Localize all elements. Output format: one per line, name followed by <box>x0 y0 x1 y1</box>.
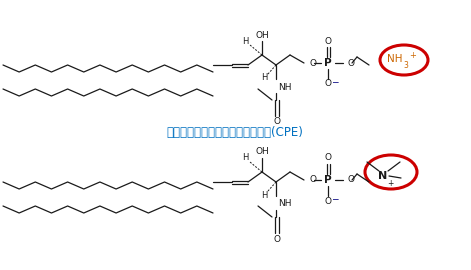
Text: P: P <box>324 58 332 68</box>
Text: H: H <box>261 191 267 200</box>
Text: OH: OH <box>255 147 269 157</box>
Text: O: O <box>274 235 281 244</box>
Text: O: O <box>274 117 281 127</box>
Text: +: + <box>387 180 393 188</box>
Text: 3: 3 <box>403 60 408 69</box>
Text: O: O <box>325 154 332 163</box>
Text: −: − <box>331 77 339 86</box>
Text: O: O <box>347 59 354 68</box>
Text: O: O <box>347 176 354 184</box>
Text: OH: OH <box>255 31 269 39</box>
Text: O: O <box>309 176 316 184</box>
Text: +: + <box>409 50 416 59</box>
Text: N: N <box>378 171 388 181</box>
Text: H: H <box>242 154 248 163</box>
Text: H: H <box>242 36 248 46</box>
Text: NH: NH <box>278 200 292 208</box>
Text: セラミドホスホエタノールアミン(CPE): セラミドホスホエタノールアミン(CPE) <box>167 127 303 140</box>
Text: O: O <box>309 59 316 68</box>
Text: NH: NH <box>387 54 403 64</box>
Text: H: H <box>261 73 267 83</box>
Text: O: O <box>325 79 332 89</box>
Text: P: P <box>324 175 332 185</box>
Text: O: O <box>325 36 332 46</box>
Text: O: O <box>325 197 332 205</box>
Text: −: − <box>331 194 339 204</box>
Text: NH: NH <box>278 83 292 92</box>
